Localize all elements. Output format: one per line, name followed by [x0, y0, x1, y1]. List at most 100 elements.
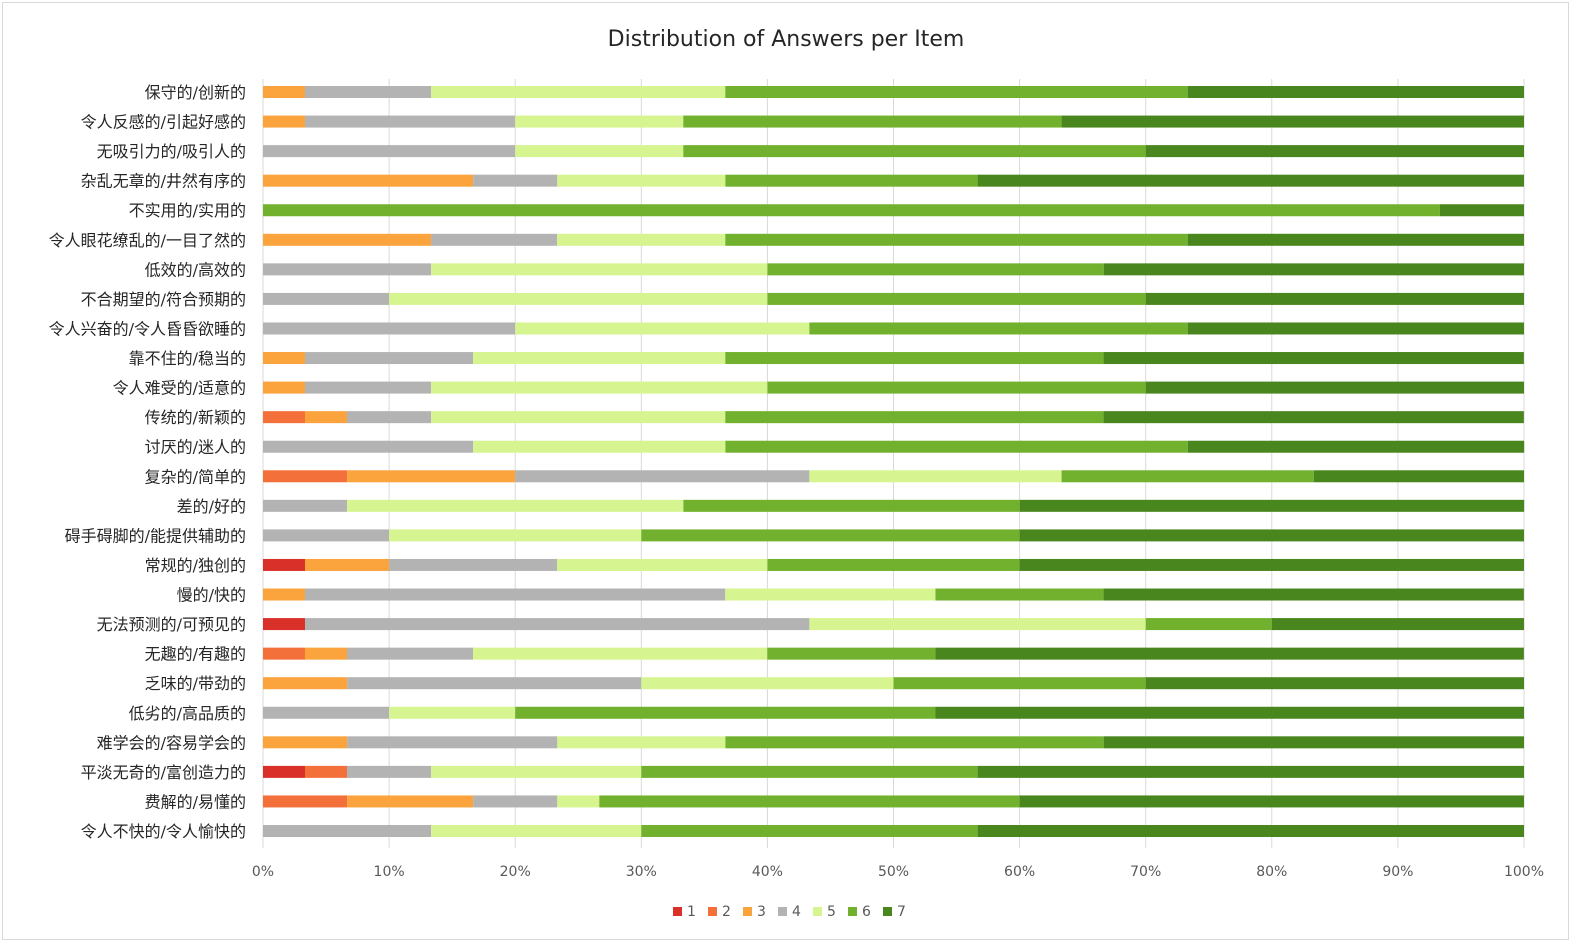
bar-segment-3: [263, 677, 348, 690]
legend-swatch-6: [848, 907, 857, 916]
bar-segment-4: [304, 86, 432, 98]
category-label: 无趣的/有趣的: [145, 645, 246, 664]
bar-segment-7: [1103, 352, 1524, 365]
bar-segment-4: [263, 322, 516, 335]
bar-segment-7: [1145, 677, 1524, 690]
bar-segment-6: [641, 529, 1020, 542]
bar-segment-6: [725, 86, 1188, 98]
bar-segment-3: [304, 411, 347, 424]
bar-segment-6: [767, 292, 1146, 305]
bar-segment-4: [263, 145, 516, 158]
bar-segment-3: [263, 352, 305, 365]
bar-segment-7: [977, 765, 1524, 778]
bar-segment-6: [767, 647, 936, 660]
category-label: 难学会的/容易学会的: [97, 733, 246, 752]
bar-segment-7: [1187, 86, 1524, 98]
bar-segment-7: [1019, 529, 1524, 542]
bar-segment-7: [1145, 145, 1524, 158]
category-label: 乏味的/带劲的: [145, 674, 246, 693]
category-label: 保守的/创新的: [145, 83, 246, 102]
bar-segment-3: [263, 86, 305, 98]
bar-segment-5: [473, 647, 768, 660]
bar-segment-7: [935, 647, 1524, 660]
bar-segment-5: [389, 292, 768, 305]
bar-segment-7: [1019, 558, 1524, 571]
bar-segment-7: [1145, 381, 1524, 394]
bar-segment-5: [515, 322, 810, 335]
bar-segment-4: [431, 233, 558, 246]
category-label: 复杂的/简单的: [145, 467, 246, 486]
x-tick-label: 80%: [1256, 864, 1287, 880]
bar-segment-3: [263, 736, 348, 749]
gridlines: [262, 79, 1525, 848]
category-label: 无吸引力的/吸引人的: [97, 142, 246, 161]
bar-segment-7: [1061, 115, 1524, 128]
bar-segment-5: [431, 381, 768, 394]
bar-segment-5: [725, 588, 936, 601]
legend-swatch-1: [673, 907, 682, 916]
bar-segment-1: [263, 618, 305, 631]
bar-segment-4: [263, 292, 390, 305]
bar-segment-4: [304, 115, 516, 128]
chart-title: Distribution of Answers per Item: [608, 27, 965, 52]
bar-segment-5: [557, 736, 726, 749]
bar-segment-5: [515, 145, 684, 158]
legend-swatch-5: [813, 907, 822, 916]
bar-segment-6: [599, 795, 1020, 808]
bar-segment-6: [683, 145, 1146, 158]
bar-segment-4: [263, 440, 474, 453]
bar-segment-2: [263, 411, 305, 424]
bar-segment-4: [473, 795, 558, 808]
bar-segment-7: [1019, 795, 1524, 808]
bar-segment-5: [431, 86, 726, 98]
bars: [263, 86, 1525, 837]
bar-segment-1: [263, 558, 305, 571]
bar-segment-7: [977, 825, 1524, 837]
category-label: 令人不快的/令人愉快的: [81, 822, 246, 841]
bar-segment-6: [1061, 470, 1314, 483]
legend: 1 2 3 4 5 6 7: [673, 904, 906, 920]
bar-segment-5: [431, 263, 768, 276]
x-tick-label: 10%: [374, 864, 405, 880]
legend-swatch-3: [743, 907, 752, 916]
bar-segment-7: [1187, 322, 1524, 335]
bar-segment-5: [347, 499, 684, 512]
bar-segment-4: [473, 174, 558, 187]
category-label: 低劣的/高品质的: [129, 704, 246, 723]
bar-segment-7: [1187, 233, 1524, 246]
legend-swatch-7: [883, 907, 892, 916]
bar-segment-1: [263, 765, 305, 778]
bar-segment-6: [809, 322, 1188, 335]
x-tick-label: 50%: [878, 864, 909, 880]
bar-segment-6: [725, 233, 1188, 246]
bar-segment-5: [431, 411, 726, 424]
category-labels: 保守的/创新的令人反感的/引起好感的无吸引力的/吸引人的杂乱无章的/井然有序的不…: [49, 83, 246, 841]
category-label: 靠不住的/稳当的: [129, 349, 246, 368]
bar-segment-4: [346, 411, 432, 424]
bar-segment-5: [515, 115, 684, 128]
bar-segment-7: [1103, 736, 1524, 749]
bar-segment-7: [935, 706, 1524, 719]
bar-segment-7: [1313, 470, 1524, 483]
x-tick-labels: 0% 10% 20% 30% 40% 50% 60% 70% 80% 90% 100%: [252, 864, 1544, 880]
category-label: 常规的/独创的: [145, 556, 246, 575]
category-label: 低效的/高效的: [145, 260, 246, 279]
bar-segment-5: [809, 618, 1146, 631]
bar-segment-4: [263, 825, 432, 837]
x-tick-label: 40%: [752, 864, 783, 880]
bar-segment-2: [263, 647, 305, 660]
category-label: 令人反感的/引起好感的: [81, 113, 246, 132]
bar-segment-6: [641, 825, 978, 837]
bar-segment-5: [431, 765, 642, 778]
bar-segment-6: [893, 677, 1146, 690]
bar-segment-5: [473, 352, 726, 365]
bar-segment-3: [263, 174, 474, 187]
legend-label-5: 5: [827, 904, 836, 920]
bar-segment-3: [263, 381, 305, 394]
bar-segment-4: [347, 677, 642, 690]
x-tick-label: 90%: [1382, 864, 1413, 880]
bar-segment-4: [304, 352, 474, 365]
x-tick-label: 70%: [1130, 864, 1161, 880]
bar-segment-6: [767, 558, 1020, 571]
bar-segment-2: [304, 765, 347, 778]
